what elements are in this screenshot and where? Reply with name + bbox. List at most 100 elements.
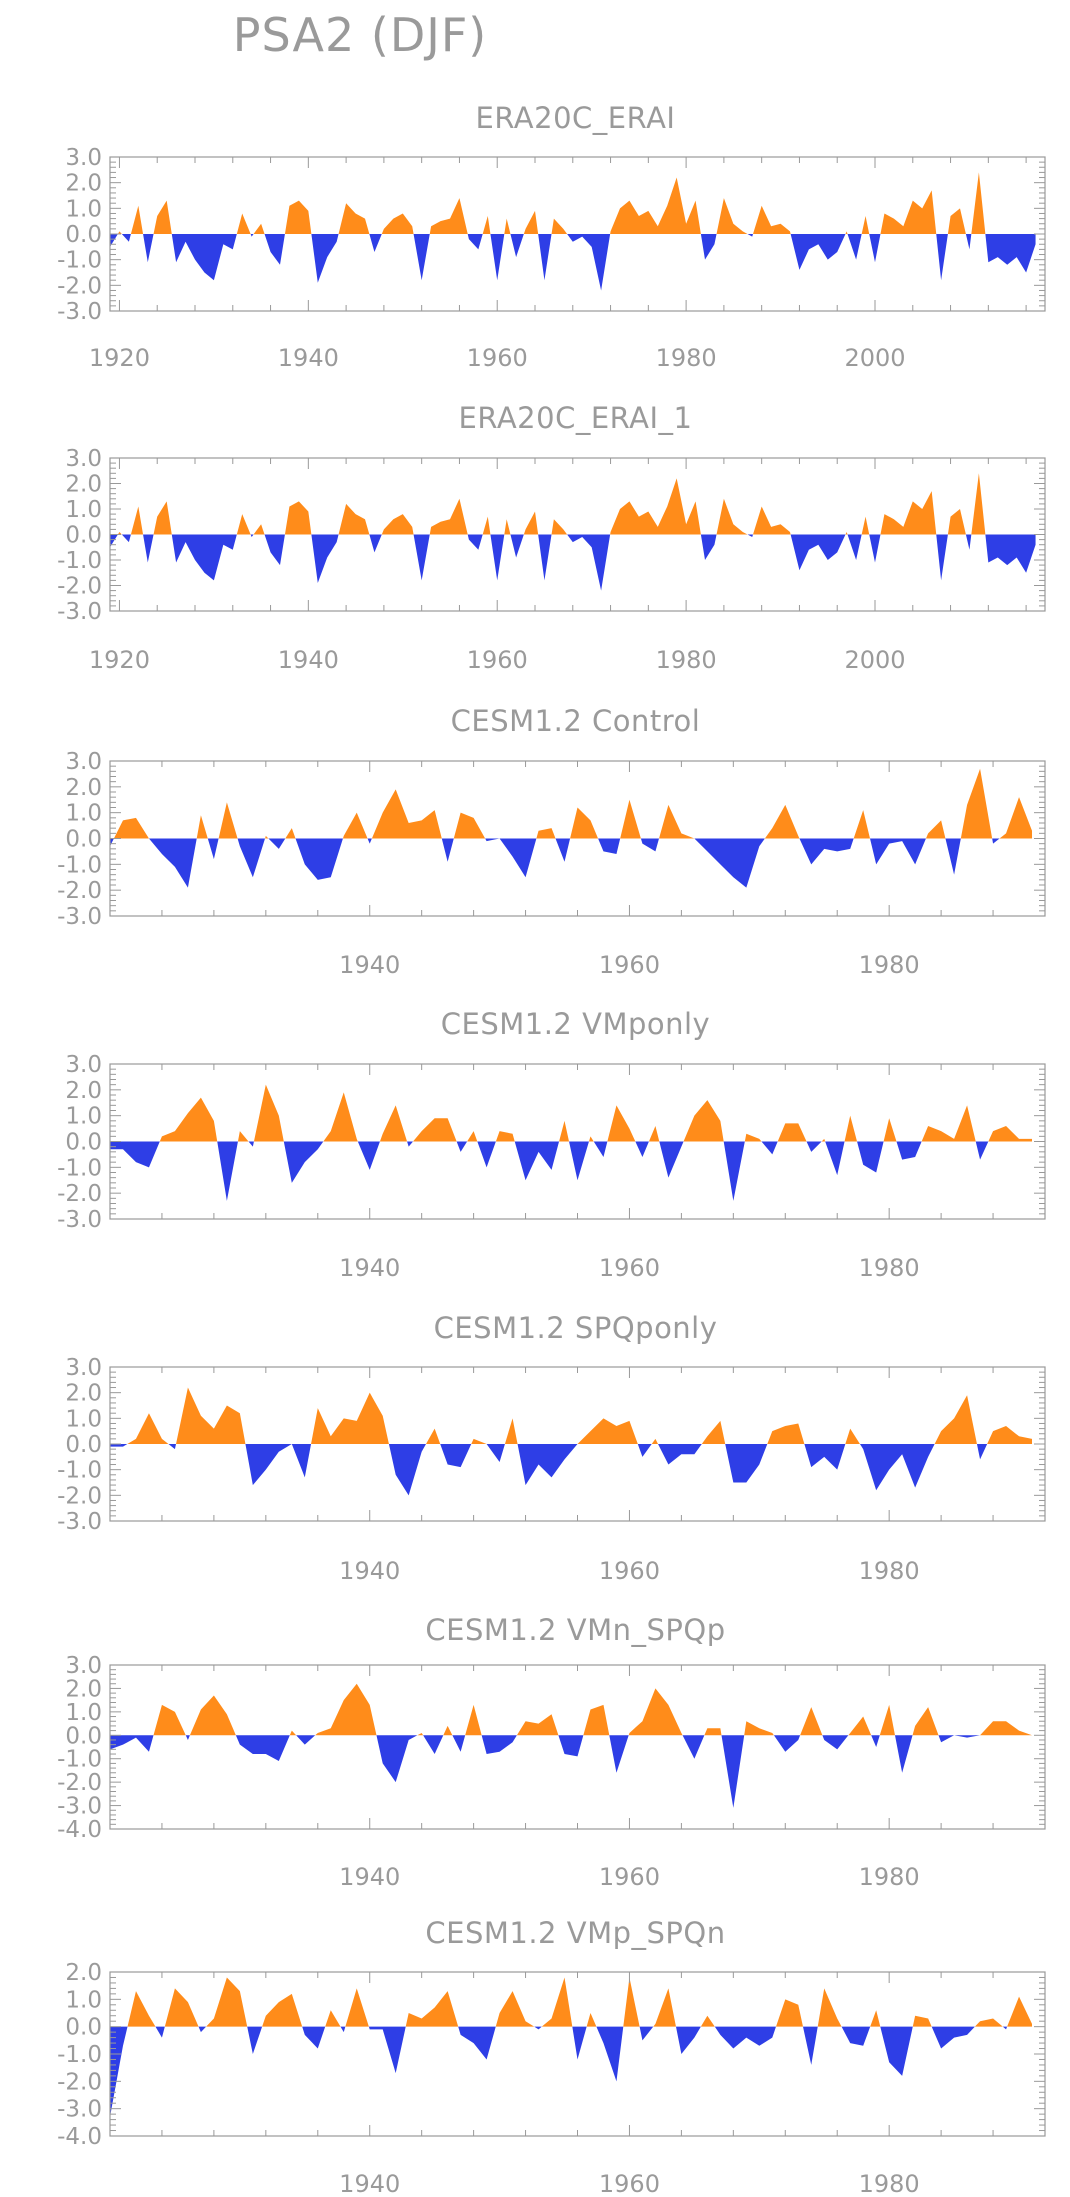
positive-area [110, 1084, 1033, 1142]
x-tick-label: 1940 [339, 1863, 400, 1891]
negative-area [110, 2026, 1033, 2117]
y-tick-label: 2.0 [65, 171, 102, 197]
y-tick-label: -1.0 [57, 1747, 102, 1773]
y-tick-label: 0.0 [65, 1432, 102, 1458]
y-tick-label: 1.0 [65, 1987, 102, 2013]
figure-title: PSA2 (DJF) [232, 8, 488, 62]
chart-title: CESM1.2 Control [451, 704, 701, 738]
y-tick-label: -2.0 [57, 1483, 102, 1509]
y-tick-label: 1.0 [65, 196, 102, 222]
positive-area [110, 473, 1036, 535]
x-tick-label: 1960 [599, 1863, 660, 1891]
y-tick-label: 2.0 [65, 1381, 102, 1407]
y-tick-label: -1.0 [57, 1155, 102, 1181]
x-tick-label: 1980 [859, 951, 920, 979]
y-tick-label: -1.0 [57, 548, 102, 574]
positive-area [110, 172, 1036, 234]
x-tick-label: 1980 [859, 1254, 920, 1282]
chart-title: CESM1.2 VMn_SPQp [425, 1613, 725, 1647]
negative-area [110, 534, 1036, 591]
x-tick-label: 1960 [599, 951, 660, 979]
x-tick-label: 1940 [339, 1557, 400, 1585]
y-tick-label: -1.0 [57, 2042, 102, 2068]
y-tick-label: 0.0 [65, 222, 102, 248]
y-tick-label: 2.0 [65, 1078, 102, 1104]
y-tick-label: -2.0 [57, 1181, 102, 1207]
y-tick-label: 2.0 [65, 472, 102, 498]
y-tick-label: -1.0 [57, 852, 102, 878]
positive-area [110, 1387, 1033, 1444]
x-tick-label: 1980 [859, 1557, 920, 1585]
y-tick-label: 1.0 [65, 801, 102, 827]
y-tick-label: 3.0 [65, 1653, 102, 1679]
x-tick-label: 1940 [339, 1254, 400, 1282]
y-tick-label: 2.0 [65, 1676, 102, 1702]
chart-title: CESM1.2 VMp_SPQn [425, 1916, 725, 1950]
y-tick-label: -1.0 [57, 248, 102, 274]
positive-area [110, 768, 1033, 839]
x-tick-label: 1980 [859, 1863, 920, 1891]
x-tick-label: 1980 [859, 2170, 920, 2197]
y-tick-label: -3.0 [57, 904, 102, 930]
y-tick-label: 3.0 [65, 145, 102, 171]
chart-title: CESM1.2 SPQponly [434, 1311, 718, 1345]
negative-area [110, 838, 1033, 888]
chart-7: CESM1.2 VMp_SPQn -4.0-3.0-2.0-1.00.01.02.… [57, 1916, 1046, 2197]
x-tick-label: 1940 [278, 344, 339, 372]
y-tick-label: -2.0 [57, 878, 102, 904]
chart-2: ERA20C_ERAI_1 -3.0-2.0-1.00.01.02.03.0 192… [57, 401, 1046, 674]
y-tick-label: -4.0 [57, 1817, 102, 1843]
y-tick-label: -3.0 [57, 2097, 102, 2123]
y-tick-label: 1.0 [65, 1406, 102, 1432]
chart-title: ERA20C_ERAI [476, 101, 676, 135]
y-tick-label: -2.0 [57, 1770, 102, 1796]
y-tick-label: -2.0 [57, 273, 102, 299]
x-tick-label: 1940 [339, 951, 400, 979]
positive-area [110, 1683, 1033, 1736]
x-tick-label: 1920 [89, 646, 150, 674]
positive-area [110, 1977, 1033, 2027]
chart-6: CESM1.2 VMn_SPQp -4.0-3.0-2.0-1.00.01.02.… [57, 1613, 1046, 1891]
y-tick-label: -2.0 [57, 574, 102, 600]
x-tick-label: 2000 [844, 646, 905, 674]
y-tick-label: 0.0 [65, 2015, 102, 2041]
x-tick-label: 2000 [844, 344, 905, 372]
chart-title: CESM1.2 VMponly [441, 1007, 710, 1041]
y-tick-label: 0.0 [65, 1130, 102, 1156]
y-tick-label: 2.0 [65, 775, 102, 801]
y-tick-label: 3.0 [65, 1355, 102, 1381]
y-tick-label: 1.0 [65, 1700, 102, 1726]
chart-1: ERA20C_ERAI -3.0-2.0-1.00.01.02.03.0 1920 1… [57, 101, 1046, 372]
x-tick-label: 1960 [599, 1254, 660, 1282]
x-tick-label: 1920 [89, 344, 150, 372]
y-tick-label: -3.0 [57, 1794, 102, 1820]
y-tick-label: 3.0 [65, 446, 102, 472]
negative-area [110, 234, 1036, 291]
y-tick-label: -3.0 [57, 1207, 102, 1233]
x-tick-label: 1960 [467, 344, 528, 372]
y-tick-label: -3.0 [57, 599, 102, 625]
negative-area [110, 1141, 1033, 1201]
y-tick-label: -3.0 [57, 1509, 102, 1535]
x-tick-label: 1940 [278, 646, 339, 674]
negative-area [110, 1444, 1033, 1496]
x-tick-label: 1960 [599, 2170, 660, 2197]
y-tick-label: 2.0 [65, 1960, 102, 1986]
chart-5: CESM1.2 SPQponly -3.0-2.0-1.00.01.02.03.0… [57, 1311, 1046, 1585]
chart-3: CESM1.2 Control -3.0-2.0-1.00.01.02.03.0 1… [57, 704, 1046, 979]
y-tick-label: 0.0 [65, 827, 102, 853]
x-tick-label: 1960 [599, 1557, 660, 1585]
negative-area [110, 1735, 1033, 1808]
y-tick-label: 0.0 [65, 523, 102, 549]
x-tick-label: 1980 [656, 646, 717, 674]
y-tick-label: 1.0 [65, 1104, 102, 1130]
x-tick-label: 1940 [339, 2170, 400, 2197]
y-tick-label: 1.0 [65, 497, 102, 523]
chart-4: CESM1.2 VMponly -3.0-2.0-1.00.01.02.03.0 1… [57, 1007, 1046, 1282]
y-tick-label: 0.0 [65, 1723, 102, 1749]
y-tick-label: -1.0 [57, 1458, 102, 1484]
y-tick-label: -3.0 [57, 299, 102, 325]
y-tick-label: 3.0 [65, 1052, 102, 1078]
y-tick-label: -4.0 [57, 2124, 102, 2150]
